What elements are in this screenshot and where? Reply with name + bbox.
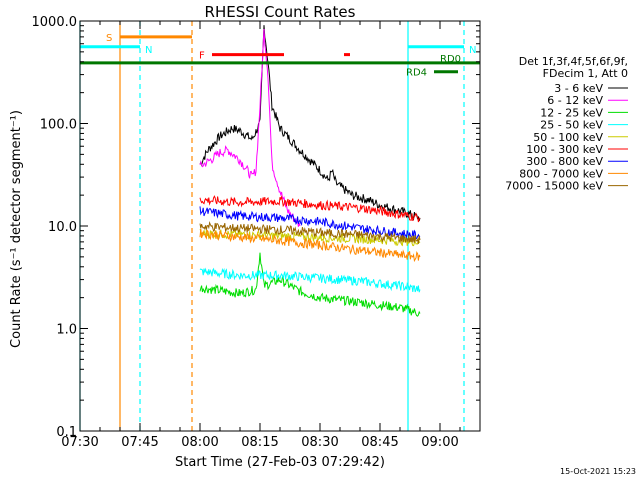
legend-title: Det 1f,3f,4f,5f,6f,9f, <box>519 55 628 68</box>
x-tick-label: 08:00 <box>181 435 218 450</box>
series-line <box>199 252 421 317</box>
legend: Det 1f,3f,4f,5f,6f,9f,FDecim 1, Att 0 3 -… <box>505 55 628 193</box>
x-tick-label: 08:45 <box>361 435 398 450</box>
chart-title: RHESSI Count Rates <box>205 3 356 21</box>
x-tick-label: 09:00 <box>421 435 458 450</box>
series-line <box>199 267 421 293</box>
legend-entry: 12 - 25 keV <box>540 106 603 119</box>
flag-label: N <box>469 45 476 56</box>
x-tick-label: 08:15 <box>241 435 278 450</box>
y-tick-label: 0.1 <box>56 425 77 440</box>
y-axis-label: Count Rate (s⁻¹ detector segment⁻¹) <box>9 110 24 348</box>
legend-entry: 800 - 7000 keV <box>519 167 603 180</box>
y-tick-label: 1.0 <box>56 323 77 338</box>
flag-label: F <box>199 51 205 62</box>
flag-label: S <box>106 33 112 44</box>
series-line <box>199 28 301 227</box>
y-tick-label: 100.0 <box>40 118 77 133</box>
flag-label: RD0 <box>440 54 461 65</box>
x-tick-label: 08:30 <box>301 435 338 450</box>
x-axis-label: Start Time (27-Feb-03 07:29:42) <box>175 455 385 470</box>
x-tick-label: 07:30 <box>61 435 98 450</box>
footer-timestamp: 15-Oct-2021 15:23 <box>560 467 636 476</box>
legend-entry: 300 - 800 keV <box>526 155 603 168</box>
x-tick-label: 07:45 <box>121 435 158 450</box>
series-line <box>199 206 421 240</box>
flag-label: N <box>145 45 152 56</box>
legend-entry: 25 - 50 keV <box>540 119 603 132</box>
legend-entry: 7000 - 15000 keV <box>505 180 603 193</box>
legend-title: FDecim 1, Att 0 <box>543 67 628 80</box>
legend-entry: 100 - 300 keV <box>526 143 603 156</box>
plot-frame <box>79 20 481 432</box>
legend-entry: 50 - 100 keV <box>533 131 603 144</box>
flag-label: RD4 <box>406 68 427 79</box>
series-line <box>199 194 421 223</box>
series-line <box>199 221 421 245</box>
legend-entry: 6 - 12 keV <box>547 94 603 107</box>
series-line <box>199 228 421 263</box>
legend-entry: 3 - 6 keV <box>554 82 603 95</box>
y-tick-label: 10.0 <box>48 220 77 235</box>
y-tick-label: 1000.0 <box>32 15 78 30</box>
